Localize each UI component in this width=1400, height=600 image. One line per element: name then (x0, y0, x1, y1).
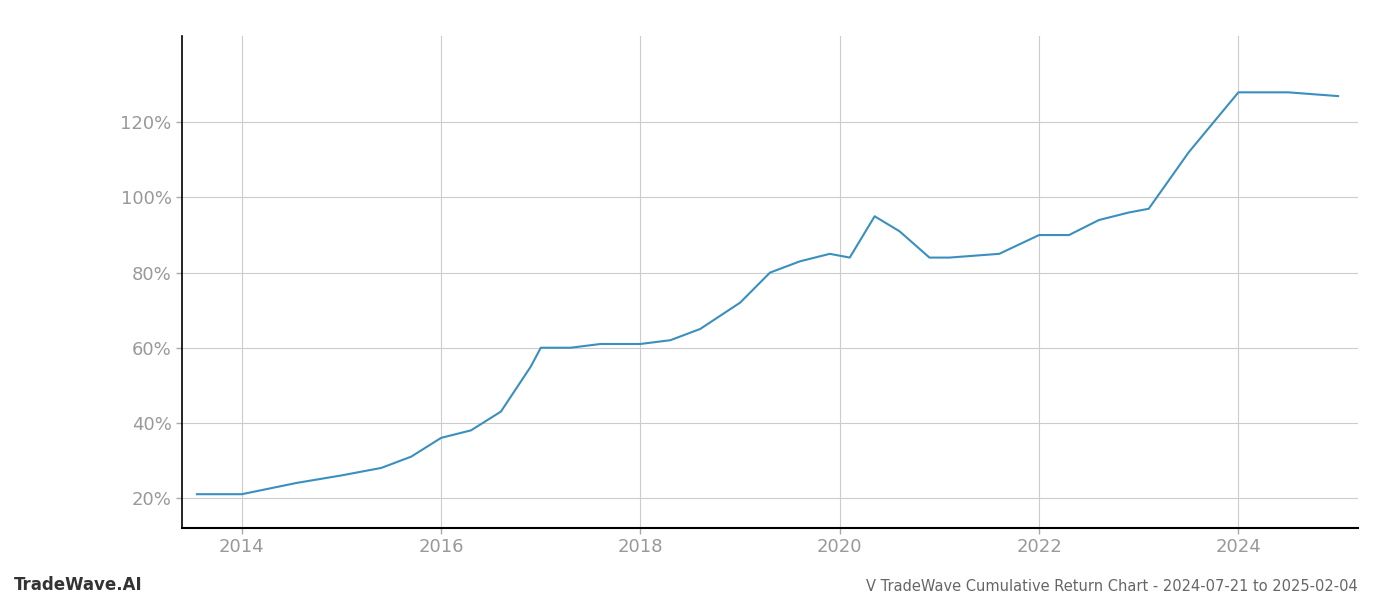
Text: TradeWave.AI: TradeWave.AI (14, 576, 143, 594)
Text: V TradeWave Cumulative Return Chart - 2024-07-21 to 2025-02-04: V TradeWave Cumulative Return Chart - 20… (867, 579, 1358, 594)
